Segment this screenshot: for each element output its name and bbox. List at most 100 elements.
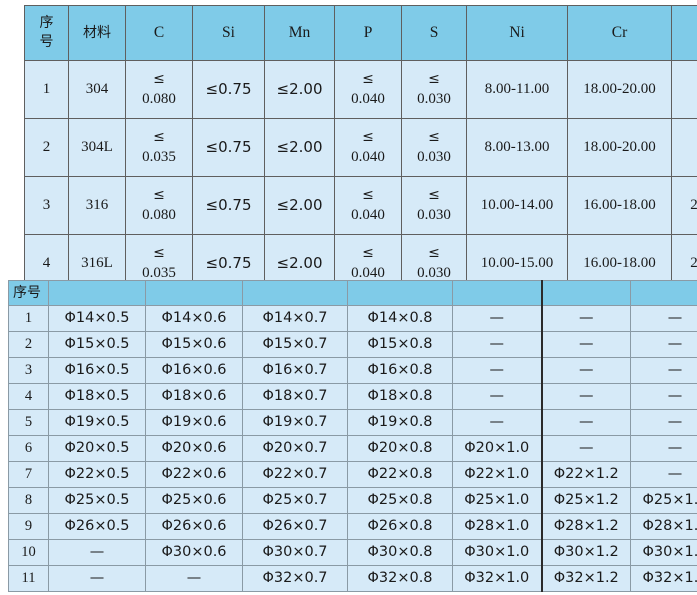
col-header-mo: Mo	[671, 5, 697, 61]
cell-mn: ≤2.00	[264, 118, 335, 177]
cell-material: 304	[68, 60, 126, 119]
cell-size-8: —	[630, 357, 697, 384]
cell-size-2: Φ14×0.5	[48, 305, 146, 332]
cell-material: 316	[68, 176, 126, 235]
cell-size-3: Φ20×0.6	[145, 435, 243, 462]
size-col-header-4	[242, 280, 348, 306]
cell-size-2: Φ16×0.5	[48, 357, 146, 384]
cell-size-4: Φ22×0.7	[242, 461, 348, 488]
cell-c: ≤ 0.035	[125, 118, 193, 177]
cell-ni: 10.00-14.00	[466, 176, 568, 235]
cell-s-symbol: ≤	[428, 186, 440, 203]
size-table-container: 序号 1 Φ14×0.5 Φ14×0.6 Φ14×0.7 Φ14×0.8	[8, 280, 697, 592]
cell-cr: 18.00-20.00	[567, 118, 672, 177]
table-row: 7 Φ22×0.5 Φ22×0.6 Φ22×0.7 Φ22×0.8 Φ22×1.…	[8, 461, 697, 488]
cell-size-7: Φ32×1.2	[540, 565, 631, 592]
cell-size-7: Φ30×1.2	[540, 539, 631, 566]
cell-seq: 11	[8, 565, 49, 592]
cell-size-2: —	[48, 539, 146, 566]
cell-material: 304L	[68, 118, 126, 177]
cell-seq: 2	[24, 118, 69, 177]
cell-size-3: Φ22×0.6	[145, 461, 243, 488]
col-header-mn: Mn	[264, 5, 335, 61]
col-header-s: S	[401, 5, 467, 61]
cell-size-5: Φ25×0.8	[347, 487, 453, 514]
composition-table: 序 号 材料 C Si Mn P S Ni Cr Mo 1 304	[24, 5, 697, 293]
cell-size-8: —	[630, 461, 697, 488]
cell-seq: 10	[8, 539, 49, 566]
cell-cr: 16.00-18.00	[567, 176, 672, 235]
cell-size-4: Φ18×0.7	[242, 383, 348, 410]
size-header-row: 序号	[8, 280, 697, 306]
size-col-header-5	[347, 280, 453, 306]
cell-mn: ≤2.00	[264, 60, 335, 119]
cell-size-6: —	[452, 305, 542, 332]
size-table: 序号 1 Φ14×0.5 Φ14×0.6 Φ14×0.7 Φ14×0.8	[8, 280, 697, 592]
cell-s-symbol: ≤	[428, 244, 440, 261]
cell-size-5: Φ32×0.8	[347, 565, 453, 592]
cell-size-5: Φ22×0.8	[347, 461, 453, 488]
cell-size-3: Φ26×0.6	[145, 513, 243, 540]
cell-c: ≤ 0.080	[125, 60, 193, 119]
cell-p: ≤ 0.040	[334, 60, 402, 119]
table-row: 9 Φ26×0.5 Φ26×0.6 Φ26×0.7 Φ26×0.8 Φ28×1.…	[8, 513, 697, 540]
cell-c-symbol: ≤	[153, 70, 165, 87]
cell-c-symbol: ≤	[153, 186, 165, 203]
table-row: 8 Φ25×0.5 Φ25×0.6 Φ25×0.7 Φ25×0.8 Φ25×1.…	[8, 487, 697, 514]
cell-p-symbol: ≤	[362, 70, 374, 87]
col-header-p: P	[334, 5, 402, 61]
cell-size-7: —	[540, 357, 631, 384]
cell-size-8: —	[630, 383, 697, 410]
cell-size-6: —	[452, 331, 542, 358]
col-header-ni: Ni	[466, 5, 568, 61]
cell-s: ≤ 0.030	[401, 60, 467, 119]
cell-size-7: —	[540, 383, 631, 410]
size-table-head: 序号	[8, 280, 697, 306]
cell-ni: 8.00-13.00	[466, 118, 568, 177]
cell-c-symbol: ≤	[153, 128, 165, 145]
cell-size-7: Φ28×1.2	[540, 513, 631, 540]
col-header-c: C	[125, 5, 193, 61]
cell-size-4: Φ16×0.7	[242, 357, 348, 384]
cell-size-4: Φ25×0.7	[242, 487, 348, 514]
cell-size-2: Φ25×0.5	[48, 487, 146, 514]
cell-s-symbol: ≤	[428, 70, 440, 87]
cell-size-4: Φ32×0.7	[242, 565, 348, 592]
cell-size-5: Φ19×0.8	[347, 409, 453, 436]
cell-size-6: Φ20×1.0	[452, 435, 542, 462]
cell-mn: ≤2.00	[264, 176, 335, 235]
table-row: 2 Φ15×0.5 Φ15×0.6 Φ15×0.7 Φ15×0.8 — — —	[8, 331, 697, 358]
cell-size-8: Φ32×1.5	[630, 565, 697, 592]
cell-size-3: —	[145, 565, 243, 592]
table-row: 10 — Φ30×0.6 Φ30×0.7 Φ30×0.8 Φ30×1.0 Φ30…	[8, 539, 697, 566]
size-table-body: 1 Φ14×0.5 Φ14×0.6 Φ14×0.7 Φ14×0.8 — — — …	[8, 305, 697, 592]
col-header-si: Si	[192, 5, 265, 61]
cell-size-2: Φ22×0.5	[48, 461, 146, 488]
cell-seq: 1	[24, 60, 69, 119]
col-header-cr: Cr	[567, 5, 672, 61]
cell-size-7: Φ25×1.2	[540, 487, 631, 514]
cell-size-4: Φ26×0.7	[242, 513, 348, 540]
composition-table-container: 序 号 材料 C Si Mn P S Ni Cr Mo 1 304	[24, 5, 697, 293]
cell-s-value: 0.030	[417, 148, 451, 165]
cell-mo: —	[671, 60, 697, 119]
cell-si: ≤0.75	[192, 118, 265, 177]
cell-size-3: Φ15×0.6	[145, 331, 243, 358]
size-col-header-7	[540, 280, 631, 306]
cell-size-7: —	[540, 435, 631, 462]
size-col-header-8	[630, 280, 697, 306]
table-row: 11 — — Φ32×0.7 Φ32×0.8 Φ32×1.0 Φ32×1.2 Φ…	[8, 565, 697, 592]
cell-seq: 9	[8, 513, 49, 540]
cell-seq: 2	[8, 331, 49, 358]
cell-si: ≤0.75	[192, 60, 265, 119]
cell-s-value: 0.030	[417, 90, 451, 107]
cell-size-3: Φ19×0.6	[145, 409, 243, 436]
cell-size-6: —	[452, 357, 542, 384]
cell-size-5: Φ30×0.8	[347, 539, 453, 566]
cell-seq: 1	[8, 305, 49, 332]
cell-p-value: 0.040	[351, 264, 385, 281]
composition-table-head: 序 号 材料 C Si Mn P S Ni Cr Mo	[24, 5, 697, 61]
cell-seq: 3	[24, 176, 69, 235]
cell-c-symbol: ≤	[153, 244, 165, 261]
size-col-header-6	[452, 280, 542, 306]
